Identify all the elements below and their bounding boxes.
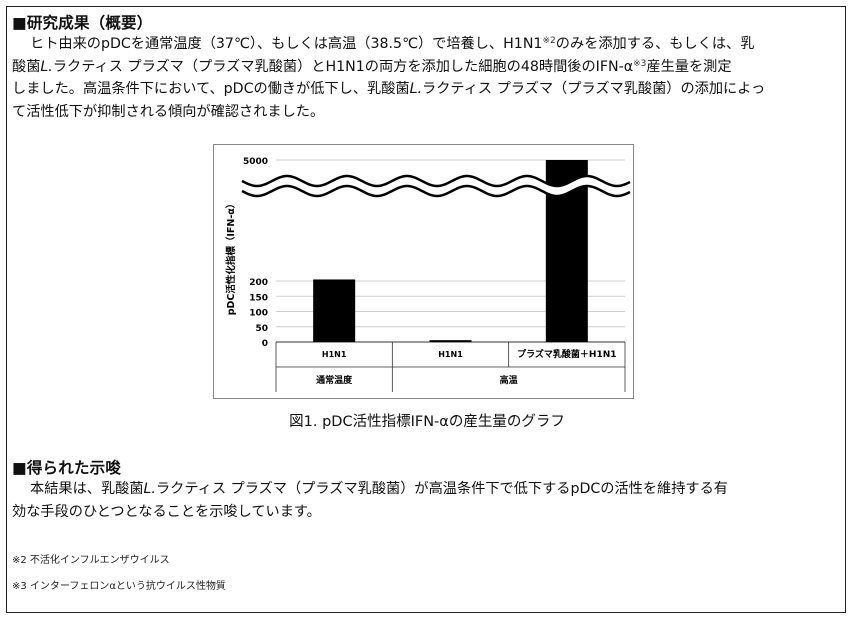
text-span: ラクティス プラズマ（プラズマ乳酸菌）とH1N1の両方を添加した細胞の48時間後… [52,58,634,75]
species-abbrev: L. [409,81,422,97]
text-span: ラクティス プラズマ（プラズマ乳酸菌）が高温条件下で低下するpDCの活性を維持す… [155,481,728,497]
text-span: ヒト由来のpDCを通常温度（37℃）、もしくは高温（38.5℃）で培養し、H1N… [30,36,543,52]
implications-line-1: 本結果は、乳酸菌L.ラクティス プラズマ（プラズマ乳酸菌）が高温条件下で低下する… [12,478,834,501]
results-line-4: て活性低下が抑制される傾向が確認されました。 [12,103,325,120]
y-tick-label: 0 [262,339,268,349]
results-line-1: ヒト由来のpDCを通常温度（37℃）、もしくは高温（38.5℃）で培養し、H1N… [12,33,834,56]
axis-break-line [241,174,631,188]
text-span: しました。高温条件下において、pDCの働きが低下し、乳酸菌 [12,81,410,97]
y-tick-label: 150 [249,293,268,303]
y-tick-label: 5000 [243,157,268,167]
y-axis-label: pDC活性化指標（IFN-α） [225,199,237,316]
x-category-label: H1N1 [322,350,347,359]
footnote-ref-3: ※3 [633,58,647,69]
axis-break-line [241,184,631,198]
implications-line-2: 効な手段のひとつとなることを示唆しています。 [12,503,321,520]
section-heading-results: ■研究成果（概要） [12,14,153,32]
bar [313,279,356,342]
species-abbrev: L. [143,481,156,497]
text-span: 本結果は、乳酸菌 [30,481,144,497]
text-span: ラクティス プラズマ（プラズマ乳酸菌）の添加によっ [422,81,766,97]
footnote-2: ※2 不活化インフルエンザウイルス [12,555,170,566]
x-group-label: 高温 [500,374,518,386]
bar [429,340,472,342]
figure-chart-box: 0 50 100 150 200 5000 pDC活性化指標（IFN-α） H1N1 H1N1 プ… [213,144,634,399]
x-category-label: H1N1 [438,350,463,359]
x-group-label: 通常温度 [316,374,353,386]
species-abbrev: L. [40,58,53,75]
results-line-2: 酸菌L.ラクティス プラズマ（プラズマ乳酸菌）とH1N1の両方を添加した細胞の4… [12,56,834,79]
y-tick-label: 50 [255,324,268,334]
text-span: 酸菌 [12,58,41,75]
footnote-3: ※3 インターフェロンαという抗ウイルス性物質 [12,581,226,592]
figure-caption: 図1. pDC活性指標IFN-αの産生量のグラフ [289,414,565,430]
page-frame [6,6,846,613]
results-line-3: しました。高温条件下において、pDCの働きが低下し、乳酸菌L.ラクティス プラズ… [12,78,834,101]
results-paragraph: ヒト由来のpDCを通常温度（37℃）、もしくは高温（38.5℃）で培養し、H1N… [12,33,834,123]
footnote-ref-2: ※2 [542,36,556,46]
x-category-label: プラズマ乳酸菌＋H1N1 [517,348,616,360]
text-span: 産生量を測定 [646,58,732,75]
implications-paragraph: 本結果は、乳酸菌L.ラクティス プラズマ（プラズマ乳酸菌）が高温条件下で低下する… [12,478,834,523]
bar-chart: 0 50 100 150 200 5000 pDC活性化指標（IFN-α） H1N1 H1N1 プ… [225,157,631,392]
text-span: のみを添加する、もしくは、乳 [555,36,755,52]
section-heading-implications: ■得られた示唆 [12,459,122,477]
y-tick-label: 200 [249,278,268,288]
y-tick-label: 100 [249,309,268,319]
